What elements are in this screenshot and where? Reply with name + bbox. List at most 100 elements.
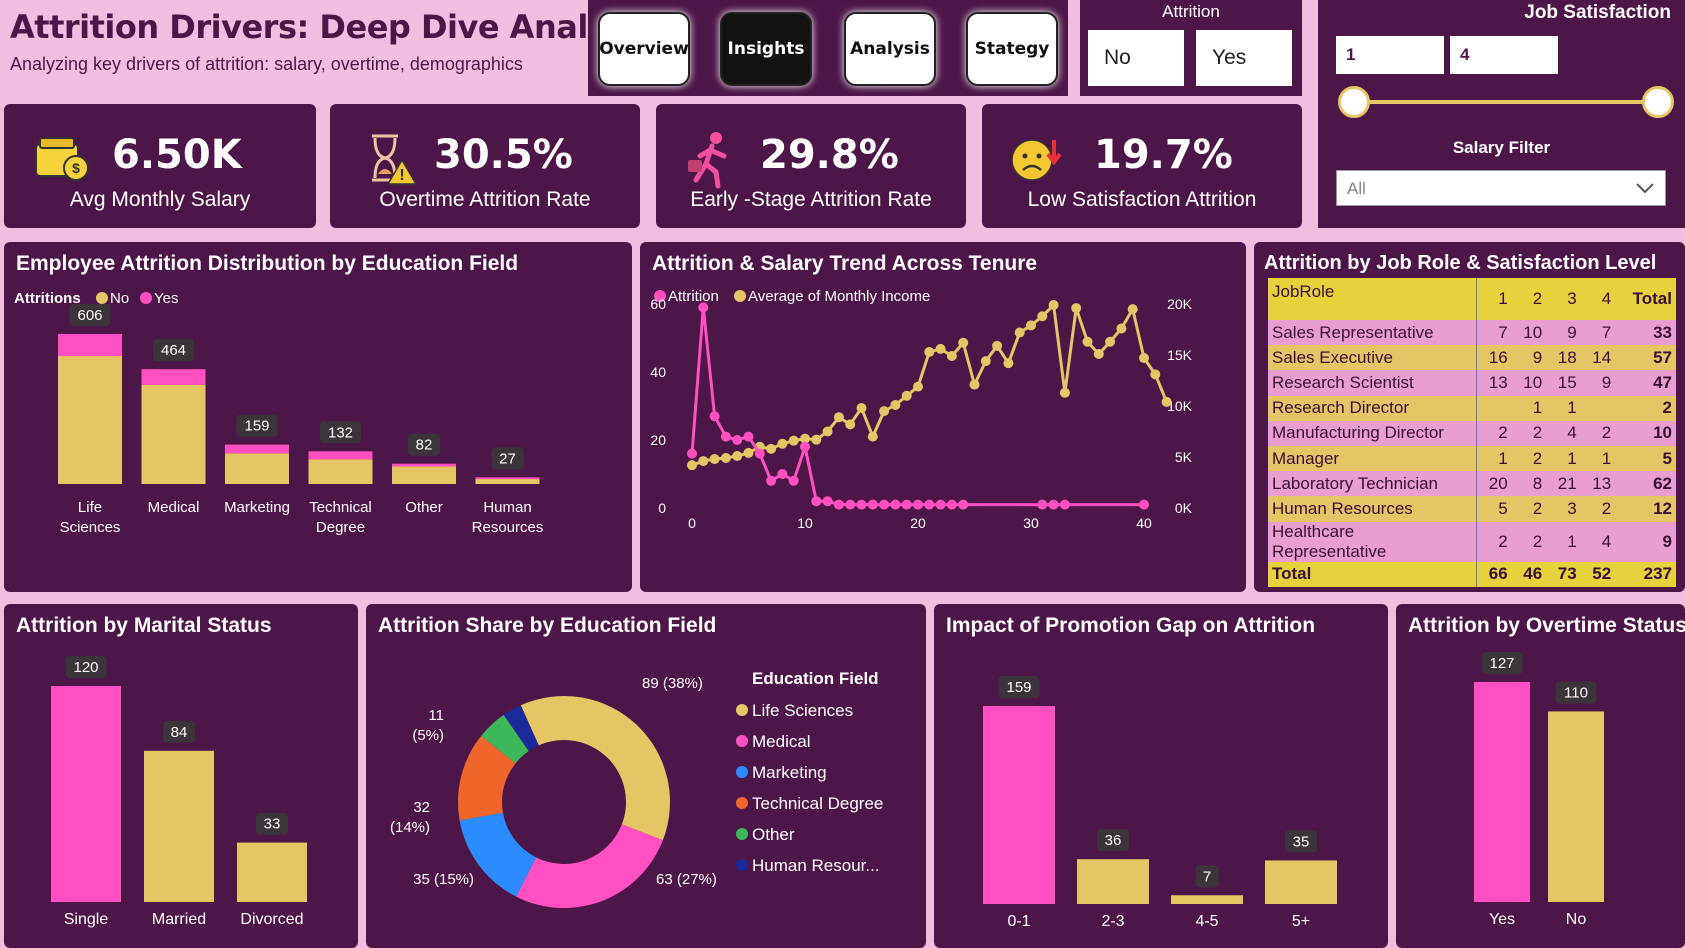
income-point[interactable] — [856, 403, 867, 414]
column-header[interactable]: 3 — [1567, 289, 1577, 308]
job-satisfaction-min-input[interactable]: 1 — [1336, 36, 1444, 74]
income-point[interactable] — [867, 431, 878, 442]
income-point[interactable] — [935, 343, 946, 354]
income-point[interactable] — [924, 346, 935, 357]
attrition-point[interactable] — [1059, 499, 1070, 510]
attrition-point[interactable] — [800, 441, 810, 452]
income-point[interactable] — [1161, 396, 1172, 407]
bar[interactable] — [1474, 682, 1530, 902]
attrition-point[interactable] — [867, 499, 878, 510]
tab-overview[interactable]: Overview — [598, 12, 690, 86]
attrition-point[interactable] — [732, 435, 743, 445]
income-point[interactable] — [788, 435, 799, 446]
income-point[interactable] — [698, 456, 709, 467]
table-row[interactable]: Human Resources 5 2 3 2 12 — [1268, 496, 1676, 522]
donut-slice[interactable] — [481, 714, 529, 764]
income-point[interactable] — [1082, 336, 1093, 347]
attrition-point[interactable] — [958, 499, 969, 510]
tab-insights[interactable]: Insights — [720, 12, 812, 86]
bar-no[interactable] — [58, 356, 122, 484]
income-point[interactable] — [890, 399, 901, 410]
table-row[interactable]: Manufacturing Director 2 2 4 2 10 — [1268, 420, 1676, 446]
donut-slice[interactable] — [516, 824, 663, 908]
income-point[interactable] — [992, 340, 1003, 351]
donut-slice[interactable] — [459, 812, 537, 897]
income-point[interactable] — [845, 419, 856, 430]
donut-slice[interactable] — [458, 735, 516, 821]
table-row[interactable]: Healthcare Representative 2 2 1 4 9 — [1268, 521, 1676, 562]
donut-slice[interactable] — [503, 705, 539, 752]
income-point[interactable] — [1048, 300, 1059, 311]
slider-min-handle[interactable] — [1338, 86, 1370, 118]
attrition-point[interactable] — [924, 499, 935, 510]
attrition-point[interactable] — [777, 469, 788, 479]
income-point[interactable] — [1127, 304, 1138, 315]
income-point[interactable] — [1093, 348, 1104, 359]
attrition-point[interactable] — [833, 499, 844, 510]
bar-yes[interactable] — [308, 451, 373, 460]
attrition-point[interactable] — [766, 475, 777, 486]
attrition-point[interactable] — [890, 499, 901, 510]
attrition-point[interactable] — [687, 448, 697, 459]
attrition-point[interactable] — [811, 496, 822, 507]
bar[interactable] — [144, 750, 214, 902]
donut-slice[interactable] — [520, 696, 670, 841]
income-point[interactable] — [901, 390, 912, 401]
bar[interactable] — [237, 842, 307, 902]
income-point[interactable] — [1026, 320, 1036, 331]
attrition-point[interactable] — [743, 431, 754, 442]
slider-max-handle[interactable] — [1642, 86, 1674, 118]
column-header[interactable]: 1 — [1475, 278, 1512, 320]
column-header[interactable]: 4 — [1601, 289, 1612, 308]
bar[interactable] — [983, 706, 1055, 904]
income-point[interactable] — [879, 406, 890, 417]
bar-no[interactable] — [475, 479, 540, 484]
table-row[interactable]: Sales Executive 16 9 18 14 57 — [1268, 345, 1676, 371]
bar-no[interactable] — [225, 453, 289, 484]
bar-no[interactable] — [392, 466, 456, 484]
tab-stategy[interactable]: Stategy — [966, 12, 1058, 86]
attrition-point[interactable] — [845, 499, 856, 510]
attrition-point[interactable] — [901, 499, 912, 510]
column-header[interactable]: 2 — [1532, 289, 1543, 308]
bar-yes[interactable] — [58, 334, 122, 357]
income-point[interactable] — [822, 426, 833, 437]
income-point[interactable] — [811, 434, 822, 445]
bar-yes[interactable] — [141, 369, 206, 385]
income-point[interactable] — [766, 443, 777, 454]
bar[interactable] — [1171, 895, 1243, 904]
bar[interactable] — [1077, 859, 1149, 904]
income-point[interactable] — [777, 438, 788, 449]
column-header[interactable]: JobRole — [1272, 282, 1335, 301]
attrition-yes-button[interactable]: Yes — [1196, 30, 1292, 86]
income-point[interactable] — [946, 351, 957, 362]
income-point[interactable] — [913, 381, 923, 392]
table-row[interactable]: Research Director 1 1 2 — [1268, 395, 1676, 421]
bar[interactable] — [51, 686, 121, 902]
income-point[interactable] — [1059, 387, 1070, 398]
income-point[interactable] — [958, 337, 969, 348]
income-point[interactable] — [969, 379, 980, 390]
attrition-point[interactable] — [1048, 499, 1059, 510]
tab-analysis[interactable]: Analysis — [844, 12, 936, 86]
job-satisfaction-max-input[interactable]: 4 — [1450, 36, 1558, 74]
table-row[interactable]: Manager 1 2 1 1 5 — [1268, 445, 1676, 472]
attrition-point[interactable] — [935, 499, 946, 510]
income-point[interactable] — [687, 460, 697, 471]
income-point[interactable] — [1139, 353, 1149, 364]
income-point[interactable] — [1003, 358, 1014, 369]
income-point[interactable] — [1014, 327, 1025, 338]
income-point[interactable] — [980, 356, 991, 367]
table-row[interactable]: Laboratory Technician 20 8 21 13 62 — [1268, 471, 1676, 497]
attrition-point[interactable] — [879, 499, 890, 510]
attrition-point[interactable] — [822, 496, 833, 507]
attrition-point[interactable] — [1037, 499, 1048, 510]
slider-track[interactable] — [1354, 100, 1662, 104]
attrition-point[interactable] — [720, 431, 731, 442]
attrition-no-button[interactable]: No — [1088, 30, 1184, 86]
bar[interactable] — [1265, 860, 1337, 904]
attrition-point[interactable] — [856, 499, 867, 510]
attrition-point[interactable] — [913, 499, 923, 510]
attrition-point[interactable] — [698, 302, 709, 313]
table-row[interactable]: Sales Representative 7 10 9 7 33 — [1268, 320, 1676, 346]
